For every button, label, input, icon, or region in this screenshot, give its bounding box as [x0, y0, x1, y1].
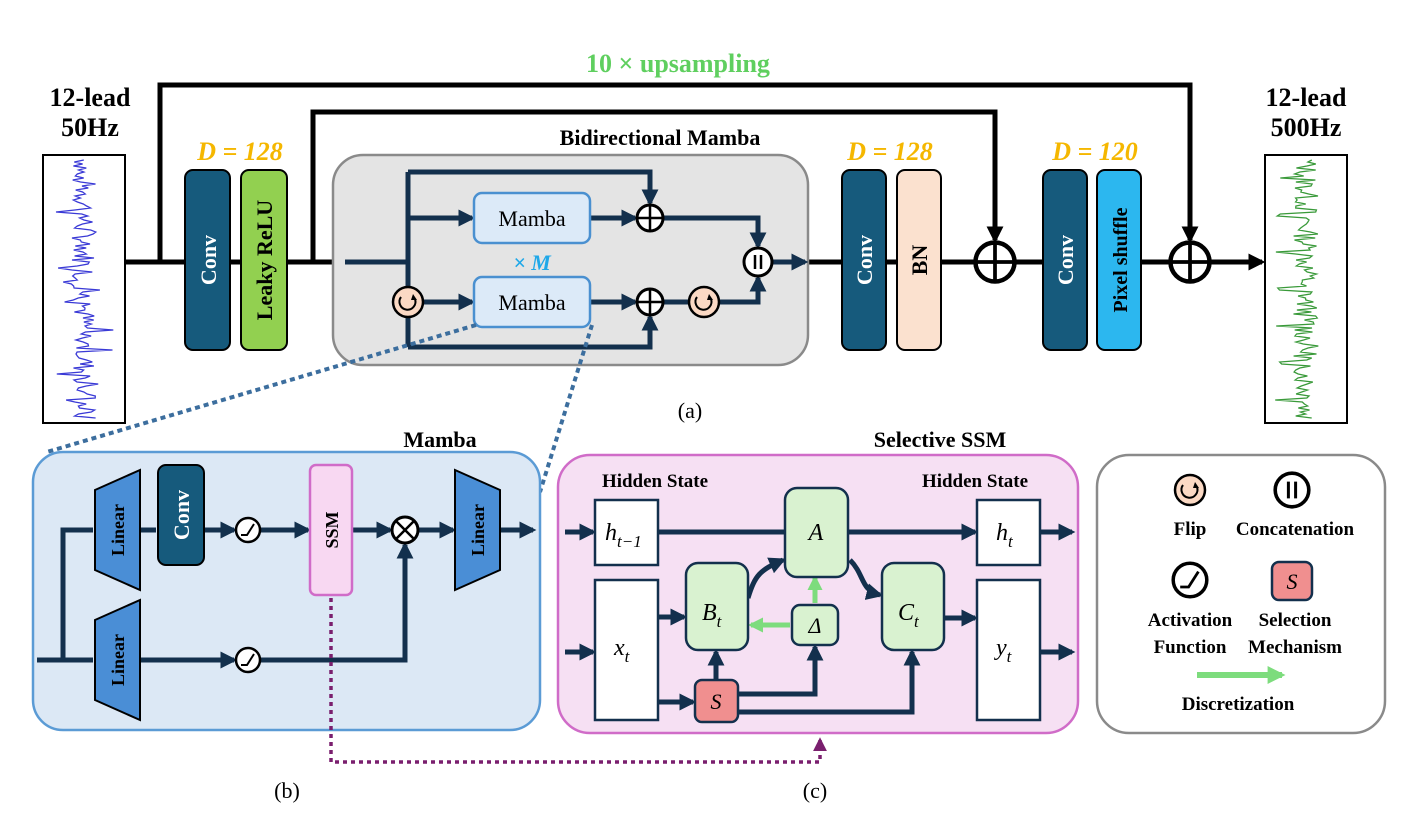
h-prev-box: ht−1: [593, 498, 660, 567]
multiply-icon: [390, 515, 420, 545]
svg-text:Conv: Conv: [169, 490, 194, 540]
legend-flip-label: Flip: [1174, 519, 1207, 540]
legend-activation-label-2: Function: [1154, 637, 1227, 658]
svg-text:SSM: SSM: [322, 511, 342, 548]
svg-text:Linear: Linear: [468, 504, 488, 556]
legend-panel: [1095, 453, 1387, 735]
svg-text:S: S: [1287, 569, 1298, 594]
svg-text:BN: BN: [907, 245, 932, 276]
selective-ssm-panel: [556, 453, 1080, 735]
mamba-title: Mamba: [403, 427, 476, 452]
output-rate-label: 500Hz: [1271, 113, 1342, 142]
selective-ssm-title: Selective SSM: [874, 427, 1007, 452]
activation-icon: [234, 516, 262, 544]
conv-block-b: Conv: [157, 464, 205, 566]
dim-label-3: D = 120: [1051, 137, 1138, 166]
pixel-shuffle-block: Pixel shuffle: [1096, 169, 1142, 351]
legend-concat-label: Concatenation: [1236, 519, 1355, 540]
b-t-box: Bt: [684, 561, 750, 652]
x-t-box: xt: [593, 578, 660, 722]
svg-text:yt: yt: [994, 635, 1013, 666]
dim-label-1: D = 128: [196, 137, 283, 166]
conv-block-2: Conv: [841, 169, 887, 351]
inner-skip-connection: [310, 109, 1004, 262]
linear-block-3: Linear: [454, 468, 501, 592]
label-c: (c): [803, 778, 827, 803]
activation-icon: [1171, 561, 1209, 599]
svg-text:Conv: Conv: [196, 235, 221, 285]
output-label: 12-lead: [1266, 83, 1347, 112]
bn-block: BN: [896, 169, 942, 351]
output-ecg-box: [1264, 154, 1348, 424]
legend-selection-label-2: Mechanism: [1248, 637, 1342, 658]
add-icon: [1171, 243, 1210, 282]
label-b: (b): [274, 778, 300, 803]
svg-text:Conv: Conv: [1053, 235, 1078, 285]
svg-text:ht: ht: [996, 520, 1014, 551]
svg-text:Bt: Bt: [702, 600, 723, 631]
svg-text:Linear: Linear: [108, 634, 128, 686]
ssm-zoom-connector: [329, 598, 827, 764]
hidden-state-label: Hidden State: [602, 471, 708, 492]
outer-skip-connection: [157, 82, 1199, 262]
flip-icon: [391, 285, 425, 319]
legend-discretization-label: Discretization: [1182, 694, 1295, 715]
hidden-state-label: Hidden State: [922, 471, 1028, 492]
add-icon: [976, 243, 1015, 282]
delta-box: Δ: [790, 603, 840, 647]
a-matrix-box: A: [783, 486, 850, 579]
linear-block-1: Linear: [94, 468, 141, 592]
label-a: (a): [678, 398, 702, 423]
upsampling-label: 10 × upsampling: [586, 49, 770, 78]
dim-label-2: D = 128: [846, 137, 933, 166]
svg-text:Mamba: Mamba: [498, 290, 565, 315]
add-icon: [635, 287, 665, 317]
ssm-block: SSM: [308, 463, 354, 597]
svg-text:Δ: Δ: [808, 613, 822, 638]
flip-icon: [1173, 473, 1207, 507]
c-t-box: Ct: [880, 561, 946, 652]
conv-block-3: Conv: [1042, 169, 1088, 351]
repeat-label: × M: [513, 250, 552, 275]
conv-block-1: Conv: [184, 169, 231, 351]
svg-text:ht−1: ht−1: [605, 520, 642, 551]
input-rate-label: 50Hz: [61, 113, 119, 142]
y-t-box: yt: [975, 578, 1042, 722]
zoom-connector: [46, 323, 594, 493]
selection-icon: S: [1270, 560, 1314, 602]
input-ecg-signal: [55, 159, 114, 419]
activation-icon: [234, 646, 262, 674]
leaky-relu-block: Leaky ReLU: [240, 169, 288, 351]
svg-text:Pixel shuffle: Pixel shuffle: [1110, 207, 1132, 312]
svg-text:Conv: Conv: [852, 235, 877, 285]
legend-activation-label: Activation: [1148, 610, 1233, 631]
concatenation-icon: [742, 246, 774, 278]
add-icon: [635, 203, 665, 233]
svg-text:Mamba: Mamba: [498, 206, 565, 231]
selection-box: S: [693, 678, 740, 724]
svg-text:xt: xt: [613, 635, 631, 666]
flip-icon: [687, 285, 721, 319]
svg-text:Ct: Ct: [898, 600, 920, 631]
concatenation-icon: [1273, 471, 1311, 509]
bimamba-title: Bidirectional Mamba: [560, 125, 761, 150]
mamba-block-forward: Mamba: [472, 191, 592, 245]
input-label: 12-lead: [50, 83, 131, 112]
output-ecg-signal: [1275, 159, 1319, 419]
mamba-block-backward: Mamba: [472, 275, 592, 329]
svg-text:Linear: Linear: [108, 504, 128, 556]
svg-text:Leaky ReLU: Leaky ReLU: [252, 200, 277, 321]
h-t-box: ht: [975, 498, 1042, 567]
legend-selection-label: Selection: [1259, 610, 1332, 631]
svg-text:S: S: [711, 689, 722, 714]
svg-text:A: A: [807, 520, 824, 546]
linear-block-2: Linear: [94, 598, 141, 722]
